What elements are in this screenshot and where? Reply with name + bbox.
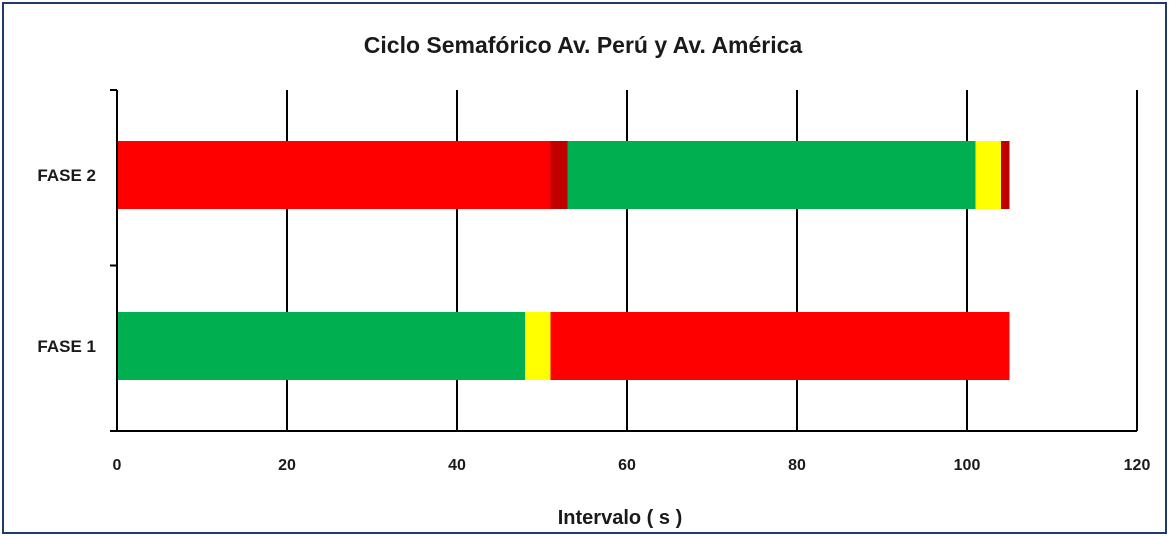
x-tick-label-0: 0 (113, 457, 122, 474)
fase-2-segment-4 (975, 141, 1001, 209)
x-tick-labels: 0 20 40 60 80 100 120 (113, 457, 1151, 474)
category-label-fase-1: FASE 1 (37, 337, 96, 356)
fase-1-segment-1 (117, 312, 525, 380)
axes (110, 89, 1137, 432)
chart-title: Ciclo Semafórico Av. Perú y Av. América (364, 32, 803, 58)
x-tick-label-120: 120 (1124, 457, 1151, 474)
fase-1-segment-2 (525, 312, 551, 380)
fase-2-segment-5 (1001, 141, 1010, 209)
x-tick-label-60: 60 (618, 457, 636, 474)
x-tick-label-20: 20 (278, 457, 296, 474)
x-tick-label-80: 80 (788, 457, 806, 474)
fase-1-segment-3 (550, 312, 1010, 380)
chart-frame (2, 2, 1167, 534)
fase-2-segment-3 (567, 141, 976, 209)
x-tick-label-100: 100 (954, 457, 981, 474)
fase-2-segment-2 (550, 141, 568, 209)
x-axis-label: Intervalo ( s ) (558, 507, 682, 529)
category-labels: FASE 2 FASE 1 (37, 166, 96, 356)
bars (117, 141, 1010, 380)
category-label-fase-2: FASE 2 (37, 166, 96, 185)
x-tick-label-40: 40 (448, 457, 466, 474)
fase-2-segment-1 (117, 141, 551, 209)
